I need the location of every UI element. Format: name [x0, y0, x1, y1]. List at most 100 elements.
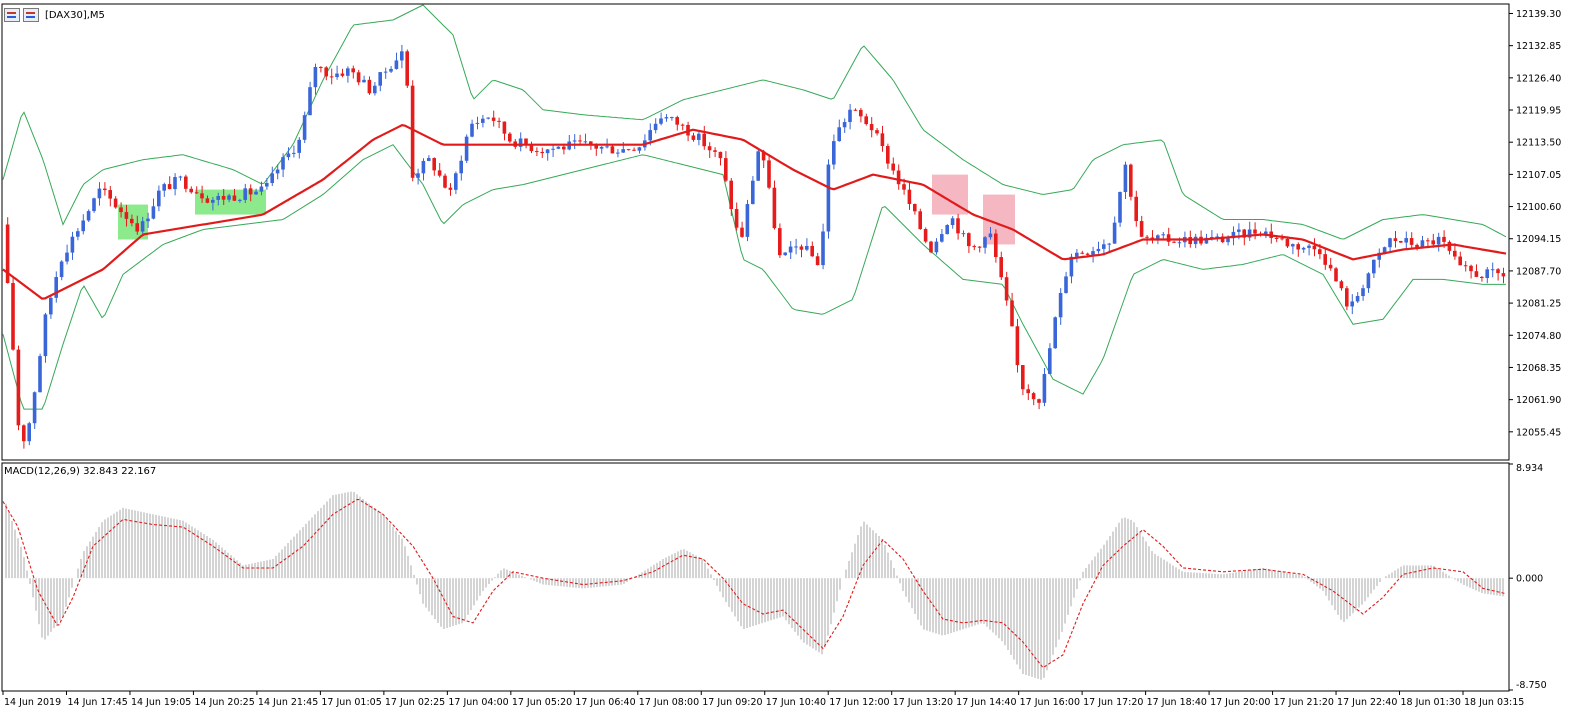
bull-candle	[664, 117, 669, 119]
bear-candle	[135, 223, 139, 232]
time-tick-label: 14 Jun 21:45	[258, 697, 318, 708]
bull-candle	[211, 199, 215, 203]
bear-candle	[1037, 399, 1041, 403]
bull-candle	[49, 297, 53, 315]
bear-candle	[1399, 240, 1403, 243]
bear-candle	[1085, 253, 1090, 255]
bear-candle	[1474, 271, 1479, 277]
time-tick-label: 17 Jun 14:40	[956, 697, 1016, 708]
bear-candle	[248, 188, 253, 195]
bull-candle	[1161, 234, 1165, 236]
bull-candle	[788, 246, 793, 253]
bull-candle	[1436, 236, 1441, 245]
bear-candle	[718, 151, 723, 159]
bear-candle	[680, 124, 685, 126]
bull-candle	[621, 149, 625, 153]
bull-candle	[270, 173, 274, 184]
price-tick-label: 12107.05	[1516, 170, 1561, 181]
time-tick-label: 17 Jun 08:00	[639, 697, 699, 708]
bear-candle	[1447, 241, 1452, 251]
bear-candle	[22, 425, 26, 442]
bull-candle	[346, 68, 350, 76]
bear-candle	[319, 66, 323, 68]
bear-candle	[1496, 269, 1500, 274]
bear-candle	[767, 160, 771, 188]
bull-candle	[837, 127, 841, 142]
bear-candle	[772, 187, 777, 229]
bear-candle	[1129, 164, 1133, 197]
bear-candle	[124, 212, 129, 219]
bull-candle	[1123, 164, 1128, 193]
bull-candle	[302, 115, 307, 140]
bull-candle	[1307, 245, 1311, 248]
bear-candle	[1010, 300, 1014, 327]
price-layer	[2, 4, 1507, 449]
bear-candle	[1339, 281, 1344, 289]
bull-candle	[940, 234, 944, 242]
bear-candle	[610, 146, 615, 154]
bear-candle	[913, 204, 917, 212]
bear-candle	[367, 79, 372, 94]
bull-candle	[1058, 293, 1063, 318]
bull-candle	[1485, 269, 1489, 279]
time-tick-label: 17 Jun 04:00	[448, 697, 508, 708]
bear-candle	[1415, 244, 1419, 248]
bear-candle	[11, 283, 15, 350]
bull-candle	[162, 184, 166, 191]
lower-bollinger-band	[2, 144, 1506, 410]
bear-candle	[119, 207, 123, 213]
bear-candle	[907, 189, 912, 205]
bull-candle	[1107, 243, 1111, 245]
bull-candle	[459, 160, 463, 174]
bear-candle	[691, 135, 696, 140]
bear-candle	[891, 163, 895, 171]
bull-candle	[745, 204, 750, 237]
bull-candle	[32, 392, 37, 424]
price-tick-label: 12061.90	[1516, 395, 1561, 406]
bear-candle	[443, 175, 447, 188]
bear-candle	[896, 170, 901, 185]
time-tick-label: 14 Jun 2019	[4, 697, 61, 708]
macd-tick-label: 0.000	[1516, 574, 1543, 585]
time-tick-label: 17 Jun 21:20	[1274, 697, 1334, 708]
bear-candle	[529, 145, 534, 152]
macd-indicator-label: MACD(12,26,9) 32.843 22.167	[4, 466, 157, 477]
bull-candle	[637, 147, 642, 151]
bear-candle	[1026, 389, 1030, 394]
macd-tick-label: 8.934	[1516, 463, 1543, 474]
bear-candle	[1150, 237, 1155, 239]
bull-candle	[556, 146, 561, 149]
bear-candle	[324, 67, 328, 77]
time-tick-label: 17 Jun 01:05	[321, 697, 381, 708]
bear-candle	[1453, 250, 1457, 257]
bull-candle	[648, 130, 652, 141]
bull-candle	[945, 225, 949, 235]
bear-candle	[1345, 288, 1349, 307]
bull-candle	[1064, 276, 1068, 294]
bear-candle	[1021, 365, 1025, 390]
bull-candle	[454, 173, 458, 190]
bear-candle	[205, 198, 210, 203]
bull-candle	[76, 231, 80, 237]
bear-candle	[1312, 245, 1317, 250]
bull-candle	[259, 186, 264, 192]
bull-candle	[1069, 256, 1074, 277]
bear-candle	[589, 141, 593, 146]
bear-candle	[1166, 234, 1171, 242]
bull-candle	[54, 277, 58, 298]
bear-candle	[502, 121, 507, 134]
bear-candle	[113, 198, 118, 208]
bear-candle	[880, 133, 885, 147]
bear-candle	[864, 116, 868, 125]
bull-candle	[794, 246, 798, 248]
bull-candle	[227, 195, 231, 200]
bear-candle	[432, 158, 436, 171]
bull-candle	[313, 66, 318, 88]
bear-candle	[977, 246, 982, 248]
macd-signal-line	[2, 499, 1506, 669]
bear-candle	[999, 257, 1003, 278]
bull-candle	[140, 221, 145, 232]
bull-candle	[281, 157, 285, 170]
